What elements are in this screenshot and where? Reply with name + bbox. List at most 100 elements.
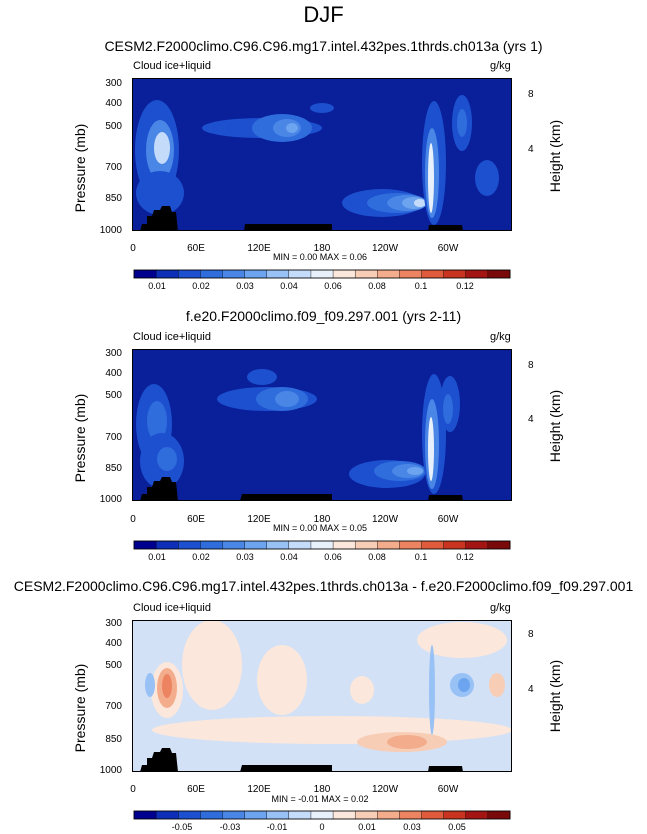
panel-1-title: CESM2.F2000climo.C96.C96.mg17.intel.432p…	[104, 38, 543, 54]
panel-3-colorbar-label: -0.03	[219, 822, 241, 832]
panel-1-contours	[135, 95, 499, 225]
panel-2-height-tick: 4	[528, 414, 534, 425]
panel-1-colorbar-label: 0.02	[192, 281, 210, 291]
panel-2-colorbar-label: 0.1	[414, 552, 428, 562]
colorbar-cell	[354, 810, 378, 820]
colorbar-cell	[133, 540, 157, 550]
panel-2-frame	[132, 349, 512, 501]
page-title: DJF	[303, 2, 344, 27]
panel-2-ytick: 850	[105, 463, 122, 474]
colorbar-cell	[465, 810, 489, 820]
panel-2-colorbar-label: 0.02	[192, 552, 210, 562]
colorbar-cell	[377, 540, 400, 550]
panel-1-min-max: MIN = 0.00 MAX = 0.06	[272, 252, 368, 262]
colorbar-cell	[310, 540, 334, 550]
colorbar-cell	[288, 540, 312, 550]
colorbar-cell	[244, 810, 268, 820]
panel-1-colorbar-cells	[133, 269, 511, 279]
colorbar-cell	[443, 540, 467, 550]
panel-1-xtick: 120W	[371, 243, 399, 254]
colorbar-cell	[310, 269, 334, 279]
colorbar-cell	[200, 540, 223, 550]
panel-1-ylabel: Pressure (mb)	[72, 123, 88, 213]
colorbar-cell	[266, 269, 290, 279]
panel-2-ytick: 300	[105, 348, 122, 359]
panel-2-xtick: 0	[130, 514, 136, 525]
panel-1-xtick: 0	[130, 243, 136, 254]
panel-2-ylabel-right: Height (km)	[547, 389, 563, 463]
colorbar-cell	[133, 810, 157, 820]
panel-3-xtick: 60W	[437, 784, 459, 795]
panel-3-colorbar-label: -0.05	[171, 822, 193, 832]
panel-1-ytick: 300	[105, 78, 122, 89]
panel-3-xtick: 180	[313, 784, 331, 795]
panel-2-colorbar-label: 0.12	[456, 552, 474, 562]
panel-1-variable-label: Cloud ice+liquid	[133, 60, 211, 72]
panel-2-ytick: 1000	[99, 494, 122, 505]
panel-1-xtick: 60W	[437, 243, 459, 254]
panel-1-xtick: 60E	[187, 243, 205, 254]
panel-3-ylabel: Pressure (mb)	[72, 663, 88, 753]
colorbar-cell	[266, 810, 290, 820]
panel-2-topography-pacific	[240, 494, 332, 501]
panel-3-height-tick: 4	[528, 684, 534, 695]
colorbar-cell	[487, 540, 511, 550]
panel-1-colorbar-label: 0.1	[414, 281, 428, 291]
colorbar-cell	[487, 269, 511, 279]
panel-1-xtick: 180	[313, 243, 331, 254]
colorbar-cell	[133, 269, 157, 279]
panel-3-plot	[132, 620, 512, 772]
colorbar-cell	[487, 810, 511, 820]
panel-1-ytick: 700	[105, 162, 122, 173]
panel-2-variable-label: Cloud ice+liquid	[133, 331, 211, 343]
colorbar-cell	[421, 810, 445, 820]
colorbar-cell	[443, 269, 467, 279]
panel-2-xtick: 60W	[437, 514, 459, 525]
panel-3-xtick: 120W	[371, 784, 399, 795]
panel-3-title: CESM2.F2000climo.C96.C96.mg17.intel.432p…	[13, 578, 634, 594]
colorbar-cell	[155, 540, 179, 550]
panel-3-xtick: 0	[130, 784, 136, 795]
colorbar-cell	[399, 810, 423, 820]
colorbar-cell	[443, 810, 467, 820]
panel-2-colorbar-cells	[133, 540, 511, 550]
panel-3-frame	[132, 620, 512, 772]
panel-3-xtick: 120E	[247, 784, 271, 795]
panel-2-topography	[140, 477, 178, 501]
panel-3-ytick: 400	[105, 638, 122, 649]
panel-1-colorbar	[133, 269, 511, 279]
panel-2-xtick: 120E	[247, 514, 271, 525]
colorbar-cell	[377, 810, 400, 820]
panel-3-ytick: 850	[105, 734, 122, 745]
colorbar-cell	[288, 269, 312, 279]
panel-3-variable-label: Cloud ice+liquid	[133, 602, 211, 614]
panel-1-topography	[140, 206, 178, 231]
panel-1-ylabel-right: Height (km)	[547, 119, 563, 193]
panel-3-contours	[145, 620, 512, 752]
colorbar-cell	[244, 540, 268, 550]
panel-3-topography-andes	[428, 766, 463, 772]
panel-3-colorbar-label: 0.01	[358, 822, 376, 832]
panel-3-colorbar-label: 0.03	[403, 822, 421, 832]
colorbar-cell	[178, 269, 201, 279]
panel-3-ytick: 500	[105, 660, 122, 671]
panel-1-ytick: 1000	[99, 225, 122, 236]
colorbar-cell	[266, 540, 290, 550]
panel-3-units-label: g/kg	[490, 602, 511, 614]
panel-1-colorbar-label: 0.04	[280, 281, 298, 291]
panel-3-colorbar	[133, 810, 511, 820]
panel-1-plot	[132, 78, 512, 231]
panel-3-colorbar-label: 0.05	[448, 822, 466, 832]
panel-2-topography-andes	[428, 495, 463, 501]
panel-2-xtick: 60E	[187, 514, 205, 525]
panel-1-colorbar-label: 0.03	[236, 281, 254, 291]
colorbar-cell	[222, 269, 246, 279]
panel-2-ytick: 500	[105, 390, 122, 401]
panel-3-colorbar-cells	[133, 810, 511, 820]
panel-2-colorbar-label: 0.04	[280, 552, 298, 562]
panel-2-xtick: 180	[313, 514, 331, 525]
panel-1-height-tick: 4	[528, 144, 534, 155]
panel-2-height-tick: 8	[528, 360, 534, 371]
panel-2-colorbar-label: 0.03	[236, 552, 254, 562]
colorbar-cell	[178, 540, 201, 550]
